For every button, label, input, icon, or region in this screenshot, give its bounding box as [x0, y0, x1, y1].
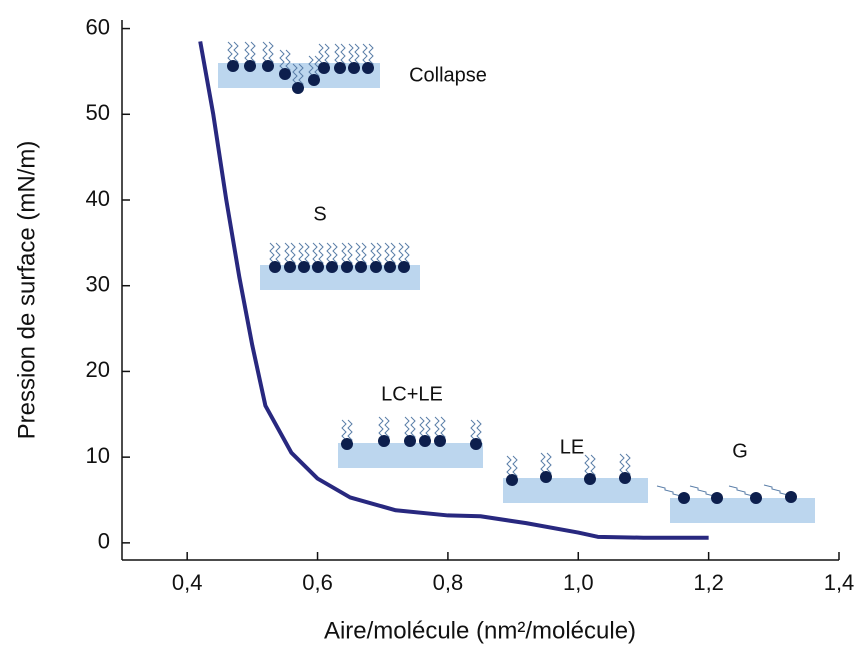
tail	[368, 43, 374, 69]
head	[284, 261, 296, 273]
annotation: Collapse	[409, 64, 487, 86]
head	[378, 435, 390, 447]
head	[312, 261, 324, 273]
head	[678, 492, 690, 504]
y-tick-label: 0	[98, 529, 110, 554]
head	[326, 261, 338, 273]
head	[262, 60, 274, 72]
annotation: S	[313, 203, 326, 225]
tail	[233, 41, 239, 67]
subphase	[338, 443, 483, 468]
head	[540, 471, 552, 483]
head	[355, 261, 367, 273]
y-tick-label: 50	[86, 100, 110, 125]
head	[584, 473, 596, 485]
tail	[440, 416, 446, 442]
x-tick-label: 0,6	[302, 570, 333, 595]
x-tick-label: 0,4	[172, 570, 203, 595]
y-tick-label: 40	[86, 186, 110, 211]
tail	[384, 416, 390, 442]
head	[341, 438, 353, 450]
tail	[476, 419, 482, 445]
tail	[268, 41, 274, 67]
tail	[410, 416, 416, 442]
head	[348, 62, 360, 74]
tail	[728, 485, 754, 498]
tail	[285, 49, 291, 75]
head	[785, 491, 797, 503]
x-tick-label: 1,2	[693, 570, 724, 595]
x-tick-label: 1,4	[824, 570, 855, 595]
y-tick-label: 60	[86, 14, 110, 39]
head	[362, 62, 374, 74]
tail	[347, 419, 353, 445]
isotherm-line	[198, 41, 709, 540]
tail	[354, 43, 360, 69]
tail	[689, 485, 715, 498]
y-axis-label: Pression de surface (mN/m)	[13, 141, 40, 440]
head	[470, 438, 482, 450]
tail	[250, 41, 256, 67]
tail	[546, 452, 552, 478]
head	[711, 492, 723, 504]
tail	[290, 242, 296, 268]
annotation: LE	[560, 436, 584, 458]
head	[227, 60, 239, 72]
tail	[332, 242, 338, 268]
head	[398, 261, 410, 273]
head	[404, 435, 416, 447]
tail	[324, 43, 330, 69]
head	[619, 472, 631, 484]
tail	[361, 242, 367, 268]
tail	[318, 242, 324, 268]
head	[308, 74, 320, 86]
y-tick-label: 30	[86, 272, 110, 297]
head	[434, 435, 446, 447]
tail	[347, 242, 353, 268]
y-tick-label: 20	[86, 357, 110, 382]
head	[370, 261, 382, 273]
head	[292, 82, 304, 94]
x-axis-label: Aire/molécule (nm²/molécule)	[324, 617, 636, 644]
subphase	[260, 265, 420, 290]
tail	[512, 455, 518, 481]
x-tick-label: 1,0	[563, 570, 594, 595]
tail	[656, 485, 682, 498]
head	[244, 60, 256, 72]
tail	[376, 242, 382, 268]
tail	[625, 453, 631, 479]
head	[298, 261, 310, 273]
tail	[298, 63, 304, 89]
head	[334, 62, 346, 74]
head	[341, 261, 353, 273]
tail	[404, 242, 410, 268]
y-tick-label: 10	[86, 443, 110, 468]
tail	[275, 242, 281, 268]
head	[419, 435, 431, 447]
tail	[340, 43, 346, 69]
head	[750, 492, 762, 504]
tail	[304, 242, 310, 268]
annotation: G	[732, 440, 748, 462]
annotation: LC+LE	[381, 383, 443, 405]
tail	[763, 484, 789, 497]
head	[279, 68, 291, 80]
tail	[390, 242, 396, 268]
tail	[425, 416, 431, 442]
x-tick-label: 0,8	[433, 570, 464, 595]
head	[269, 261, 281, 273]
head	[506, 474, 518, 486]
head	[384, 261, 396, 273]
head	[318, 62, 330, 74]
tail	[590, 454, 596, 480]
